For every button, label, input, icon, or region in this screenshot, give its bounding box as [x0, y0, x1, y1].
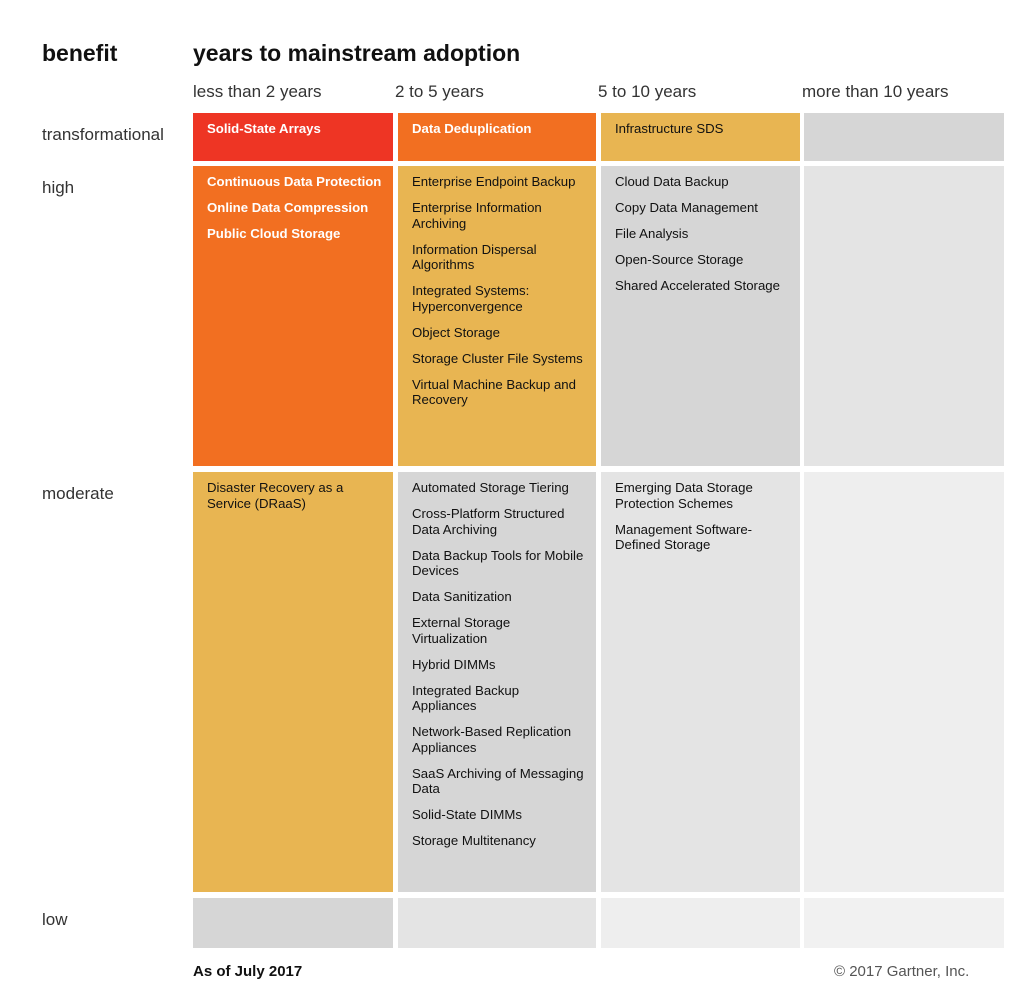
- cell-list: Automated Storage Tiering Cross-Platform …: [412, 480, 586, 849]
- cell-moderate-lt2: Disaster Recovery as a Service (DRaaS): [193, 472, 393, 892]
- technology-item: Infrastructure SDS: [615, 121, 724, 136]
- technology-item: Cloud Data Backup: [615, 174, 729, 189]
- cell-list: Cloud Data Backup Copy Data Management Fil…: [615, 174, 790, 294]
- technology-item: Automated Storage Tiering: [412, 480, 569, 495]
- cell-low-5to10: [601, 898, 800, 948]
- technology-item: Public Cloud Storage: [207, 226, 341, 241]
- column-header-2-to-5: 2 to 5 years: [395, 82, 484, 101]
- years-heading: years to mainstream adoption: [193, 40, 521, 66]
- cell-moderate-5to10: Emerging Data Storage Protection Schemes…: [601, 472, 800, 892]
- cell-high-lt2: Continuous Data Protection Online Data Co…: [193, 166, 393, 466]
- technology-item: Data Deduplication: [412, 121, 532, 136]
- technology-item: Emerging Data Storage Protection Schemes: [615, 480, 753, 511]
- technology-item: Integrated Systems: Hyperconvergence: [412, 283, 530, 314]
- column-header-5-to-10: 5 to 10 years: [598, 82, 697, 101]
- technology-item: Management Software-Defined Storage: [615, 521, 753, 553]
- benefit-heading: benefit: [42, 40, 118, 66]
- cell-transformational-2to5: Data Deduplication: [398, 113, 596, 161]
- cell-list: Continuous Data Protection Online Data Co…: [207, 174, 383, 242]
- cell-low-2to5: [398, 898, 596, 948]
- technology-item: External Storage Virtualization: [412, 615, 511, 646]
- cell-low-lt2: [193, 898, 393, 948]
- technology-item: Information Dispersal Algorithms: [412, 241, 537, 273]
- technology-item: File Analysis: [615, 226, 689, 241]
- technology-item: Network-Based Replication Appliances: [412, 724, 572, 755]
- cell-list: Infrastructure SDS: [615, 121, 790, 137]
- technology-item: Continuous Data Protection: [207, 174, 382, 189]
- technology-item: Solid-State DIMMs: [412, 807, 522, 822]
- technology-item: Copy Data Management: [615, 200, 758, 215]
- row-label-high: high: [42, 178, 75, 197]
- technology-item: Hybrid DIMMs: [412, 656, 496, 672]
- technology-item: Storage Multitenancy: [412, 833, 536, 848]
- cell-transformational-gt10: [804, 113, 1004, 161]
- technology-item: Storage Cluster File Systems: [412, 350, 583, 366]
- row-label-moderate: moderate: [42, 484, 114, 503]
- technology-item: Enterprise Information Archiving: [412, 200, 542, 231]
- cell-list: Solid-State Arrays: [207, 121, 383, 137]
- cell-moderate-2to5: Automated Storage Tiering Cross-Platform …: [398, 472, 596, 892]
- copyright: © 2017 Gartner, Inc.: [834, 963, 970, 980]
- cell-low-gt10: [804, 898, 1004, 948]
- technology-item: Online Data Compression: [207, 200, 369, 215]
- row-label-low: low: [42, 910, 68, 929]
- cell-moderate-gt10: [804, 472, 1004, 892]
- technology-item: Cross-Platform Structured Data Archiving: [412, 506, 565, 537]
- technology-item: Virtual Machine Backup and Recovery: [412, 376, 576, 408]
- technology-item: Disaster Recovery as a Service (DRaaS): [207, 480, 344, 511]
- as-of-date: As of July 2017: [193, 963, 303, 980]
- cell-list: Data Deduplication: [412, 121, 586, 137]
- technology-item: Enterprise Endpoint Backup: [412, 174, 576, 189]
- technology-item: Solid-State Arrays: [207, 121, 321, 136]
- cell-transformational-lt2: Solid-State Arrays: [193, 113, 393, 161]
- cell-high-2to5: Enterprise Endpoint Backup Enterprise Inf…: [398, 166, 596, 466]
- technology-item: Open-Source Storage: [615, 252, 744, 267]
- technology-item: Data Sanitization: [412, 589, 512, 604]
- cell-list: Enterprise Endpoint Backup Enterprise Inf…: [412, 174, 586, 408]
- technology-item: Shared Accelerated Storage: [615, 278, 780, 293]
- cell-list: Emerging Data Storage Protection Schemes…: [615, 480, 790, 553]
- column-header-more-than-10: more than 10 years: [802, 82, 949, 101]
- technology-item: Integrated Backup Appliances: [412, 682, 520, 714]
- row-label-transformational: transformational: [42, 125, 164, 144]
- column-header-less-than-2: less than 2 years: [193, 82, 322, 101]
- technology-item: Data Backup Tools for Mobile Devices: [412, 547, 584, 579]
- cell-transformational-5to10: Infrastructure SDS: [601, 113, 800, 161]
- technology-item: SaaS Archiving of Messaging Data: [412, 765, 584, 797]
- cell-high-gt10: [804, 166, 1004, 466]
- cell-high-5to10: Cloud Data Backup Copy Data Management Fil…: [601, 166, 800, 466]
- cell-list: Disaster Recovery as a Service (DRaaS): [207, 480, 383, 511]
- technology-item: Object Storage: [412, 324, 500, 340]
